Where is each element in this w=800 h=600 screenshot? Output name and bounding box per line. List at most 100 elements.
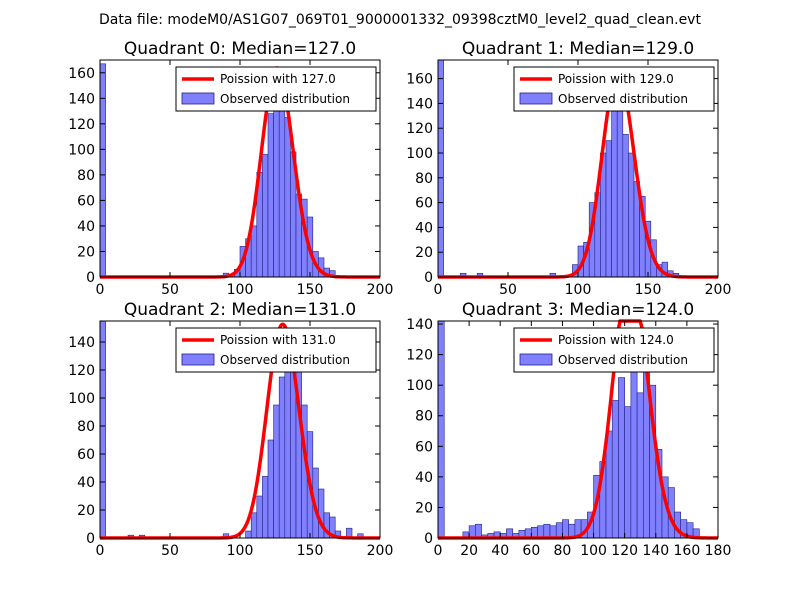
- histogram-bar: [475, 523, 482, 539]
- histogram-bar: [267, 113, 274, 278]
- histogram-bar: [549, 525, 557, 539]
- y-tick-label: 160: [406, 72, 433, 88]
- x-tick-label: 100: [580, 543, 607, 559]
- y-tick-label: 140: [68, 91, 95, 107]
- x-tick-label: 180: [705, 543, 732, 559]
- legend-label-poisson: Poission with 129.0: [558, 72, 674, 86]
- histogram-bar: [99, 320, 106, 539]
- legend-bar-swatch: [181, 92, 215, 105]
- histogram-bar: [616, 103, 624, 278]
- panel-title: Quadrant 2: Median=131.0: [124, 300, 356, 320]
- x-tick-label: 50: [161, 282, 179, 298]
- histogram-bar: [262, 476, 269, 539]
- y-tick-label: 140: [68, 335, 95, 351]
- histogram-bar: [245, 530, 252, 539]
- y-tick-label: 80: [415, 171, 433, 187]
- histogram-bar: [618, 377, 625, 539]
- x-tick-label: 150: [297, 282, 324, 298]
- y-tick-label: 100: [68, 391, 95, 407]
- y-tick-label: 120: [406, 348, 433, 364]
- figure-suptitle: Data file: modeM0/AS1G07_069T01_90000013…: [99, 12, 701, 28]
- y-tick-label: 60: [77, 193, 95, 209]
- y-tick-label: 0: [424, 270, 433, 286]
- panel-title: Quadrant 1: Median=129.0: [462, 39, 694, 59]
- y-tick-label: 40: [77, 219, 95, 235]
- x-tick-label: 50: [499, 282, 517, 298]
- y-tick-label: 80: [77, 419, 95, 435]
- legend-label-poisson: Poission with 127.0: [220, 72, 336, 86]
- y-tick-label: 140: [406, 317, 433, 333]
- quadrant-panel-0: Quadrant 0: Median=127.0 0 50 100 150 200 0 20 4…: [68, 39, 393, 298]
- histogram-bar: [628, 152, 635, 278]
- y-tick-label: 80: [415, 409, 433, 425]
- y-tick-label: 40: [77, 475, 95, 491]
- histogram-bar: [562, 519, 569, 539]
- y-tick-label: 60: [415, 196, 433, 212]
- y-tick-label: 160: [68, 66, 95, 82]
- histogram-bar: [256, 495, 263, 539]
- x-tick-label: 0: [96, 543, 105, 559]
- legend-bar-swatch: [519, 92, 553, 105]
- legend-label-observed: Observed distribution: [558, 353, 688, 367]
- histogram-bar: [267, 439, 274, 539]
- y-tick-label: 0: [424, 531, 433, 547]
- x-tick-label: 150: [297, 543, 324, 559]
- x-tick-label: 60: [522, 543, 540, 559]
- histogram-bar: [273, 404, 280, 539]
- y-tick-label: 100: [406, 146, 433, 162]
- y-tick-label: 0: [86, 270, 95, 286]
- legend-label-poisson: Poission with 131.0: [220, 333, 336, 347]
- x-tick-label: 200: [367, 543, 394, 559]
- y-tick-label: 120: [68, 117, 95, 133]
- histogram-bar: [250, 225, 258, 278]
- panel-title: Quadrant 3: Median=124.0: [462, 300, 694, 320]
- y-tick-label: 0: [86, 531, 95, 547]
- histogram-bar: [318, 488, 325, 539]
- x-tick-label: 120: [611, 543, 638, 559]
- histogram-bar: [250, 512, 258, 539]
- x-tick-label: 20: [460, 543, 478, 559]
- y-tick-label: 40: [415, 470, 433, 486]
- legend-label-observed: Observed distribution: [558, 92, 688, 106]
- legend-bar-swatch: [519, 353, 553, 366]
- legend-bar-swatch: [181, 353, 215, 366]
- x-tick-label: 80: [554, 543, 572, 559]
- histogram-bar: [611, 400, 619, 539]
- y-tick-label: 20: [77, 244, 95, 260]
- histogram-bar: [99, 63, 106, 278]
- y-tick-label: 100: [406, 378, 433, 394]
- quadrant-panel-1: Quadrant 1: Median=129.0 0 50 100 150 200 0 20 4…: [406, 39, 731, 298]
- y-tick-label: 60: [415, 439, 433, 455]
- y-tick-label: 100: [68, 142, 95, 158]
- histogram-bar: [537, 525, 545, 539]
- x-tick-label: 40: [491, 543, 509, 559]
- histogram-bar: [468, 525, 476, 539]
- histogram-bar: [543, 523, 551, 539]
- y-tick-label: 20: [415, 500, 433, 516]
- x-tick-label: 140: [642, 543, 669, 559]
- histogram-bar: [622, 134, 629, 278]
- y-tick-label: 20: [415, 245, 433, 261]
- y-tick-label: 120: [68, 363, 95, 379]
- x-tick-label: 50: [161, 543, 179, 559]
- x-tick-label: 0: [434, 282, 443, 298]
- panel-title: Quadrant 0: Median=127.0: [124, 39, 356, 59]
- histogram-bar: [284, 117, 291, 278]
- x-tick-label: 0: [96, 282, 105, 298]
- legend-label-observed: Observed distribution: [220, 92, 350, 106]
- histogram-bar: [437, 320, 445, 539]
- y-tick-label: 120: [406, 121, 433, 137]
- x-tick-label: 100: [565, 282, 592, 298]
- histogram-bar: [636, 392, 644, 539]
- y-tick-label: 80: [77, 168, 95, 184]
- histogram-bar: [605, 140, 612, 278]
- quadrant-panel-2: Quadrant 2: Median=131.0 0 50 100 150 200 0 20 4…: [68, 300, 393, 559]
- histogram-bar: [278, 376, 286, 539]
- x-tick-label: 100: [227, 543, 254, 559]
- x-tick-label: 200: [367, 282, 394, 298]
- x-tick-label: 0: [434, 543, 443, 559]
- histogram-bar: [278, 87, 286, 278]
- x-tick-label: 200: [705, 282, 732, 298]
- histogram-bar: [624, 406, 632, 539]
